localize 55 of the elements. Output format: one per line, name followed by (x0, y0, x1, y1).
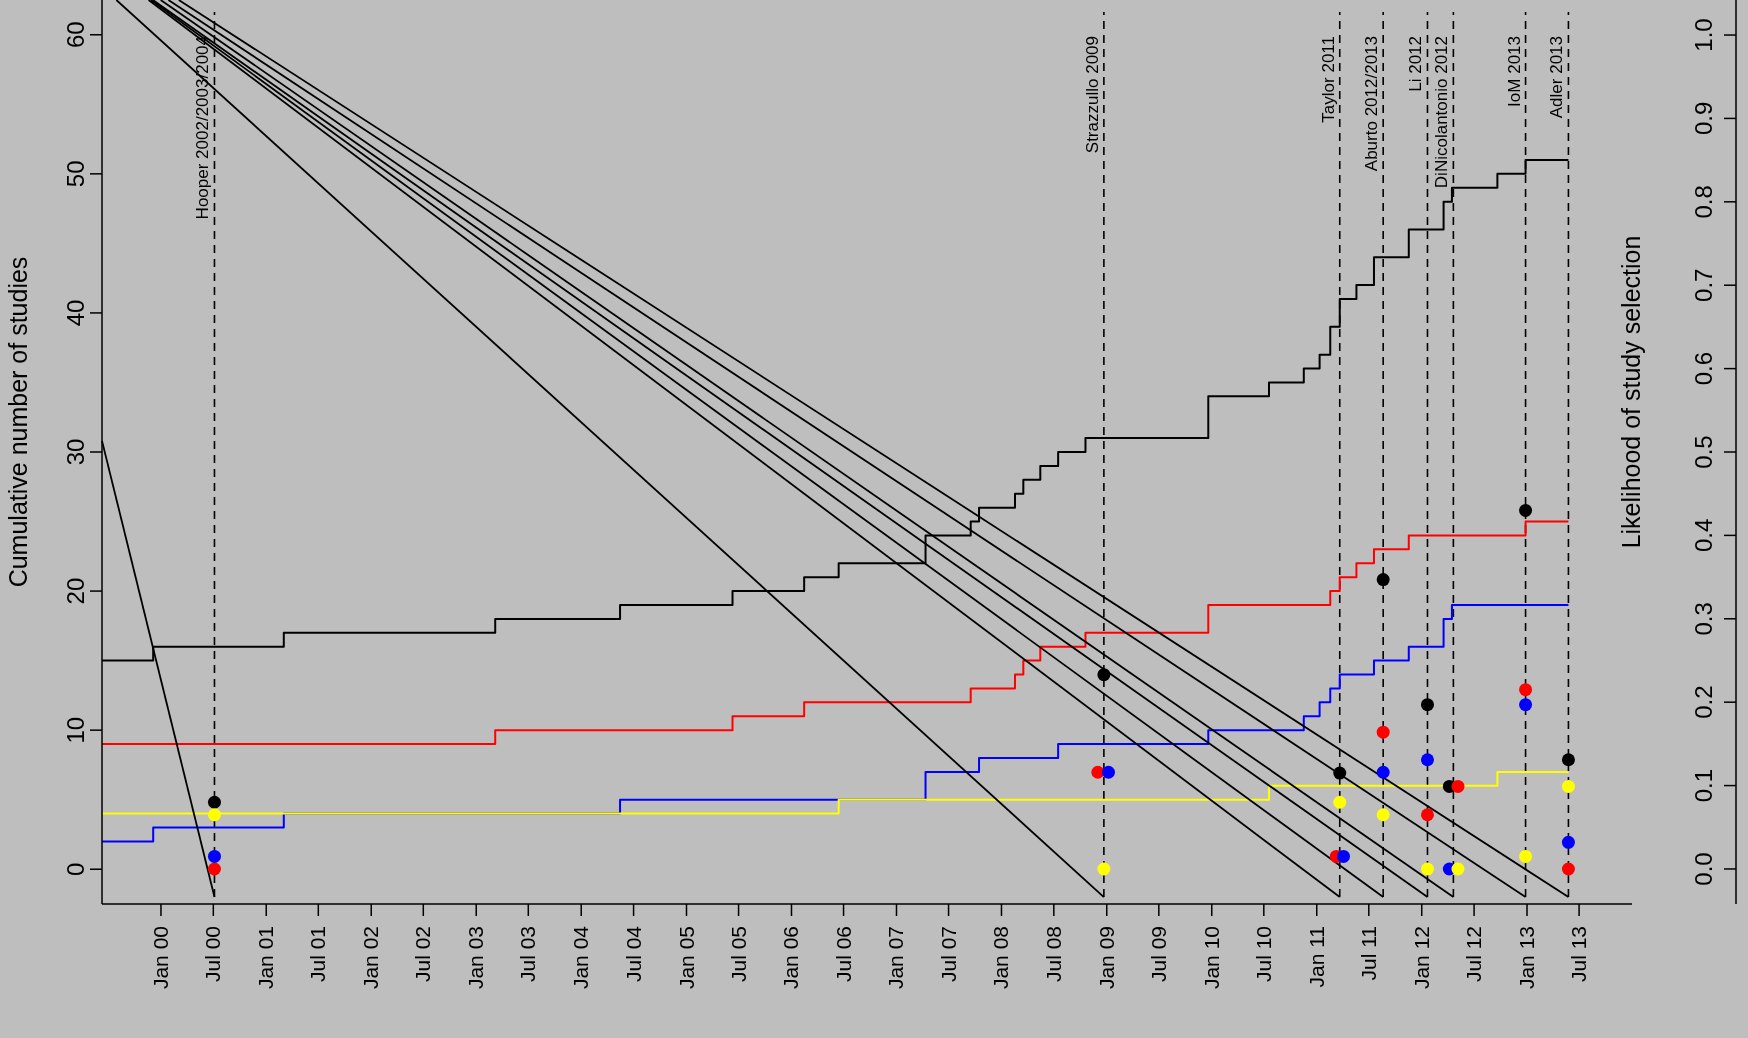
y2-tick-label: 0.8 (1690, 185, 1717, 219)
ref-line-label: IoM 2013 (1504, 36, 1524, 107)
x-tick-label: Jan 02 (359, 926, 383, 990)
x-tick-label: Jan 13 (1515, 926, 1539, 990)
y2-tick-label: 0.9 (1690, 101, 1717, 136)
x-tick-label: Jul 04 (621, 925, 645, 983)
x-tick-label: Jan 01 (254, 926, 278, 990)
x-tick-label: Jul 01 (306, 926, 330, 983)
y2-tick-label: 0.0 (1690, 852, 1717, 886)
y2-tick-label: 0.2 (1690, 685, 1717, 719)
x-tick-label: Jan 06 (779, 926, 803, 990)
ref-line-label: DiNicolantonio 2012 (1432, 36, 1452, 189)
x-tick-label: Jul 06 (831, 926, 855, 983)
x-tick-label: Jan 03 (464, 926, 488, 990)
x-tick-label: Jan 09 (1094, 926, 1118, 990)
y2-tick-label: 0.5 (1690, 435, 1717, 469)
y2-tick-label: 0.1 (1690, 768, 1717, 803)
x-tick-label: Jul 00 (201, 926, 225, 983)
x-tick-label: Jul 12 (1462, 926, 1486, 983)
x-tick-label: Jul 10 (1251, 926, 1275, 983)
x-tick-label: Jul 11 (1356, 926, 1380, 981)
x-tick-label: Jan 05 (674, 926, 698, 990)
x-tick-label: Jul 05 (726, 926, 750, 983)
x-tick-label: Jul 09 (1146, 926, 1170, 983)
ref-line-label: Taylor 2011 (1318, 36, 1338, 123)
y-axis-title: Cumulative number of studies (4, 256, 32, 588)
x-tick-label: Jan 10 (1199, 926, 1223, 990)
x-tick-label: Jul 07 (936, 926, 960, 983)
y-tick-label: 10 (62, 716, 89, 744)
y-tick-label: 60 (62, 21, 89, 49)
ref-line-label: Aburto 2012/2013 (1362, 36, 1382, 172)
x-tick-label: Jul 13 (1567, 926, 1591, 983)
y-tick-label: 40 (62, 299, 89, 327)
y-tick-label: 50 (62, 160, 89, 188)
x-tick-label: Jan 12 (1409, 926, 1433, 990)
ref-line-label: Strazzullo 2009 (1082, 36, 1102, 154)
y-tick-label: 30 (62, 438, 89, 466)
x-tick-label: Jul 02 (411, 926, 435, 983)
ref-line-label: Adler 2013 (1547, 36, 1567, 119)
x-tick-label: Jan 00 (148, 926, 172, 990)
x-tick-label: Jan 04 (569, 925, 593, 990)
y2-tick-label: 0.3 (1690, 602, 1717, 636)
x-tick-label: Jan 07 (884, 926, 908, 990)
y-tick-label: 20 (62, 577, 89, 605)
x-tick-label: Jul 08 (1041, 926, 1065, 983)
x-tick-label: Jan 08 (989, 926, 1013, 990)
x-tick-label: Jan 11 (1304, 926, 1328, 988)
ref-line-label: Li 2012 (1406, 36, 1426, 92)
x-tick-label: Jul 03 (516, 926, 540, 983)
y2-tick-label: 1.0 (1690, 18, 1717, 52)
y-tick-label: 0 (62, 862, 89, 876)
y2-axis-title: Likelihood of study selection (1617, 235, 1645, 549)
y2-tick-label: 0.4 (1690, 518, 1717, 553)
y2-tick-label: 0.6 (1690, 351, 1717, 386)
y2-tick-label: 0.7 (1690, 268, 1717, 302)
